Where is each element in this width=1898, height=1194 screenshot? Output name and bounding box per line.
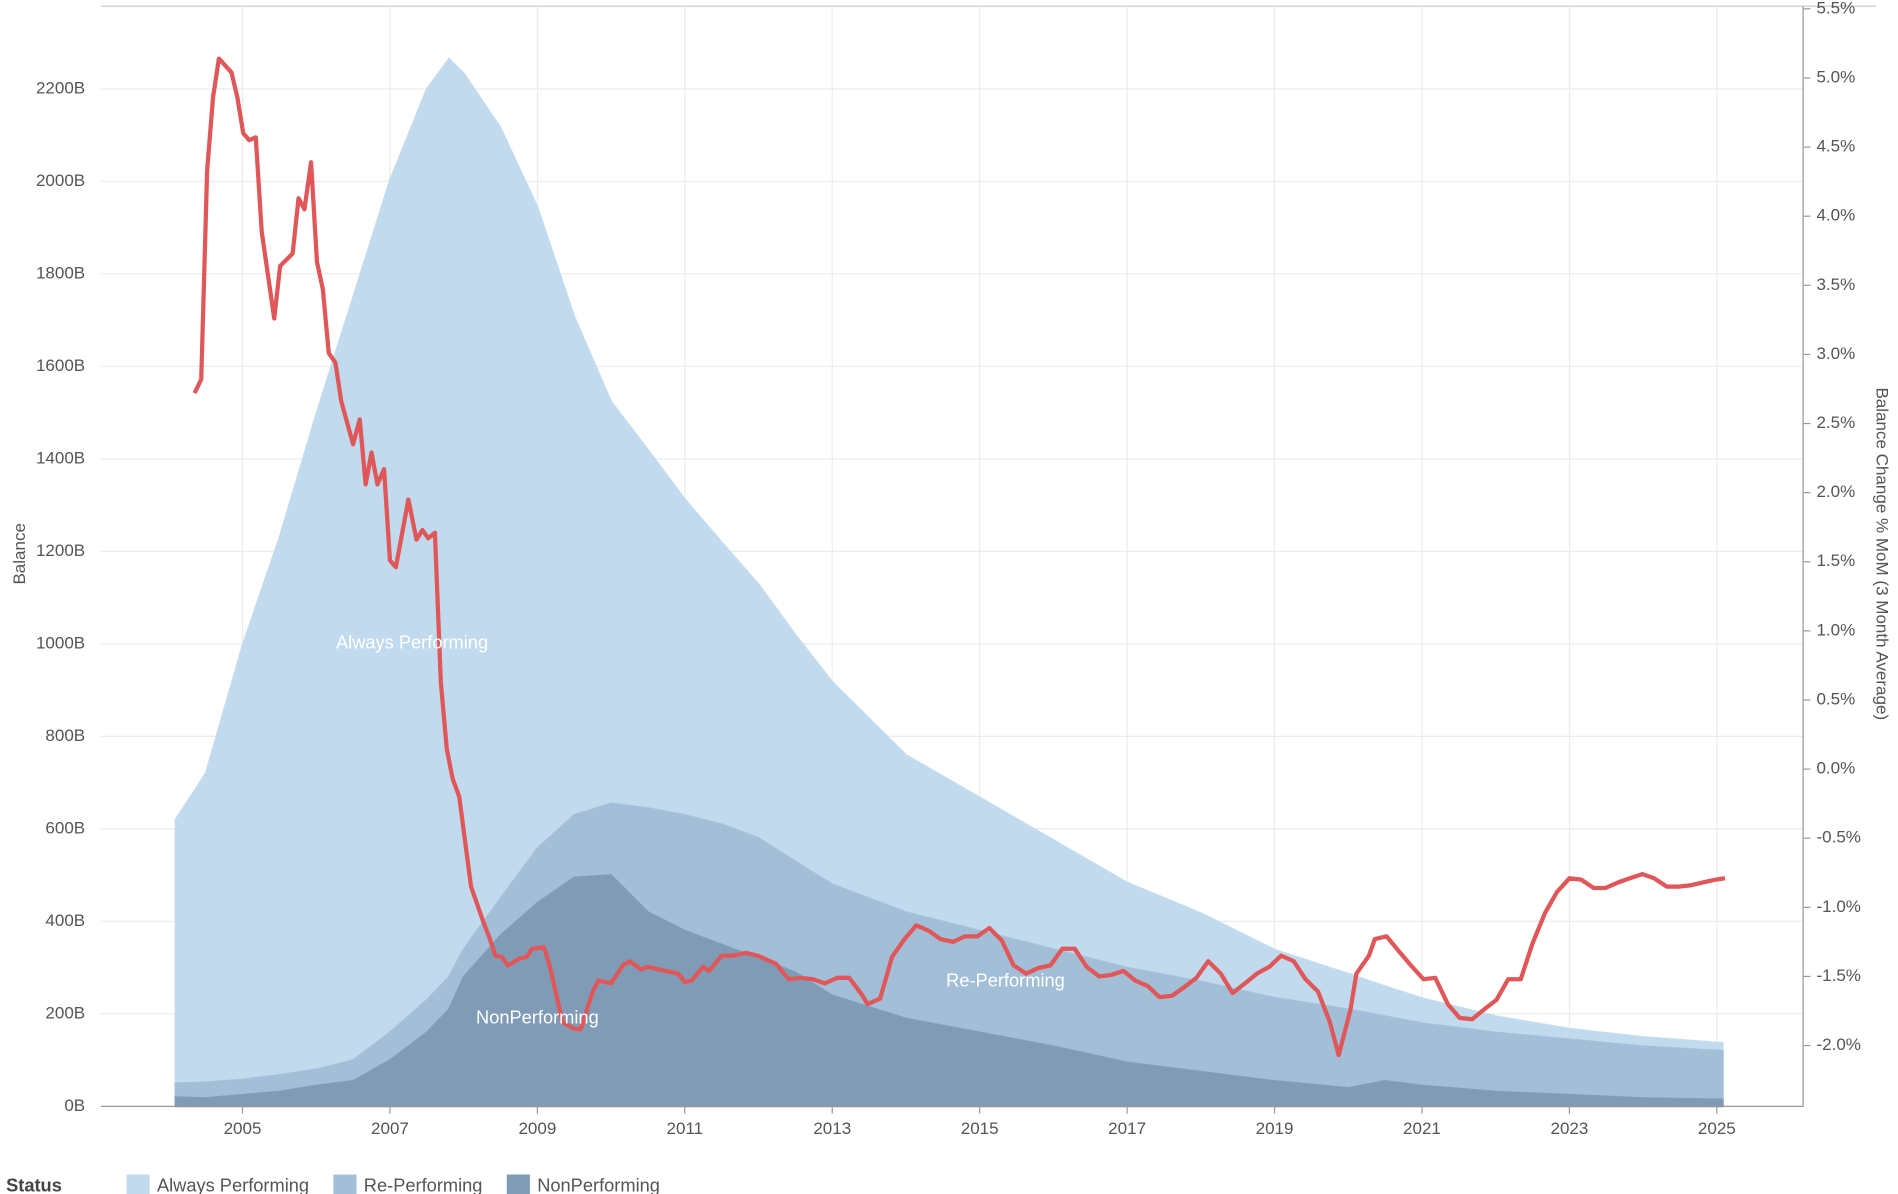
x-tick-label: 2005: [224, 1119, 262, 1138]
y2-tick-label: 4.5%: [1816, 137, 1855, 156]
y-tick-label: 1200B: [36, 541, 85, 560]
area-label: Always Performing: [336, 632, 488, 653]
x-tick-label: 2011: [667, 1119, 704, 1138]
y-tick-label: 400B: [45, 911, 85, 930]
y2-tick-label: -1.5%: [1816, 966, 1860, 985]
y2-tick-label: 2.0%: [1816, 482, 1855, 501]
x-tick-label: 2013: [813, 1119, 851, 1138]
y2-tick-label: 3.0%: [1816, 344, 1855, 363]
y2-tick-label: -1.0%: [1816, 897, 1860, 916]
y-tick-label: 2000B: [36, 171, 85, 190]
y2-tick-label: 1.0%: [1816, 620, 1855, 639]
y-tick-label: 1000B: [36, 633, 85, 652]
y2-tick-label: 5.5%: [1816, 0, 1855, 17]
legend-label: Re-Performing: [364, 1175, 483, 1194]
y-tick-label: 1400B: [36, 448, 85, 467]
x-tick-label: 2007: [371, 1119, 409, 1138]
y-tick-label: 1600B: [36, 356, 85, 375]
legend-label: Always Performing: [157, 1175, 309, 1194]
y2-tick-label: 0.0%: [1816, 759, 1855, 778]
x-tick-label: 2025: [1698, 1119, 1736, 1138]
y-axis-title: Balance: [10, 523, 29, 585]
legend-swatch: [126, 1174, 150, 1194]
y2-tick-label: 1.5%: [1816, 551, 1855, 570]
legend-label: NonPerforming: [537, 1175, 660, 1194]
y2-tick-label: 0.5%: [1816, 689, 1855, 708]
y2-tick-label: 3.5%: [1816, 275, 1855, 294]
y-tick-label: 0B: [64, 1096, 85, 1115]
legend-swatch: [333, 1174, 357, 1194]
y2-tick-label: -2.0%: [1816, 1035, 1860, 1054]
area-label: NonPerforming: [476, 1006, 599, 1027]
legend-title: Status: [6, 1175, 62, 1194]
y2-tick-label: -0.5%: [1816, 828, 1860, 847]
x-tick-label: 2023: [1550, 1119, 1588, 1138]
y-tick-label: 600B: [45, 818, 85, 837]
y-tick-label: 200B: [45, 1003, 85, 1022]
y-tick-label: 2200B: [36, 78, 85, 97]
x-tick-label: 2021: [1403, 1119, 1441, 1138]
y-tick-label: 1800B: [36, 263, 85, 282]
y2-axis-title: Balance Change % MoM (3 Month Average): [1872, 387, 1891, 720]
x-tick-label: 2017: [1108, 1119, 1146, 1138]
y2-tick-label: 5.0%: [1816, 67, 1855, 86]
legend-swatch: [506, 1174, 530, 1194]
line: [192, 56, 1726, 1058]
x-tick-label: 2019: [1256, 1119, 1294, 1138]
y2-tick-label: 4.0%: [1816, 206, 1855, 225]
y2-tick-label: 2.5%: [1816, 413, 1855, 432]
y-tick-label: 800B: [45, 726, 85, 745]
x-tick-label: 2015: [961, 1119, 999, 1138]
x-tick-label: 2009: [518, 1119, 556, 1138]
area-label: Re-Performing: [946, 969, 1065, 990]
